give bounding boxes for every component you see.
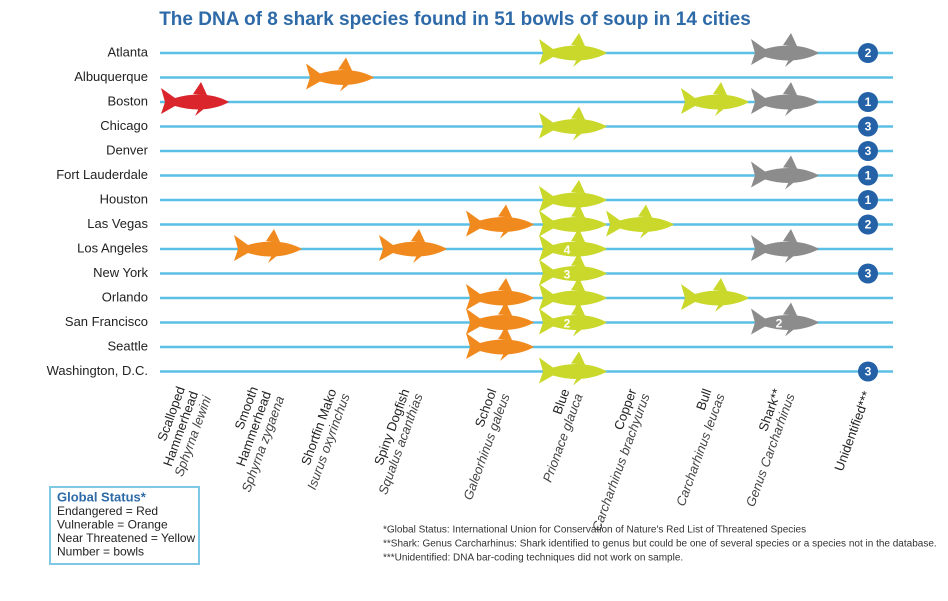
bowl-count-label: 2 (564, 317, 571, 331)
shark-icon (539, 204, 607, 239)
legend-line: Near Threatened = Yellow (57, 531, 196, 545)
city-label: Fort Lauderdale (56, 167, 148, 182)
city-label: San Francisco (65, 314, 148, 329)
city-label: Las Vegas (87, 216, 148, 231)
bowl-count-label: 2 (865, 218, 872, 232)
bowl-count (858, 214, 878, 235)
city-label: Chicago (100, 118, 148, 133)
footnote: **Shark: Genus Carcharhinus: Shark ident… (383, 539, 937, 550)
shark-icon (466, 204, 534, 239)
shark-icon (539, 106, 607, 141)
shark-icon (751, 155, 819, 190)
legend-line: Number = bowls (57, 545, 144, 559)
column-label-line: Bull (693, 387, 715, 413)
bowl-count (858, 263, 878, 284)
shark-icon (306, 57, 374, 92)
title: The DNA of 8 shark species found in 51 b… (159, 9, 751, 30)
footnote: ***Unidentified: DNA bar-coding techniqu… (383, 553, 683, 564)
bowl-count-label: 3 (865, 365, 872, 379)
shark-icon (681, 82, 749, 116)
shark-icon (539, 180, 607, 214)
column-label-line: Unidentified*** (831, 389, 874, 473)
shark-icon (751, 302, 819, 337)
shark-icon (751, 229, 819, 263)
shark-icon (606, 204, 674, 239)
shark-icon (466, 327, 534, 361)
legend-box (49, 486, 200, 565)
city-label: Seattle (108, 338, 148, 353)
shark-icon (681, 278, 749, 312)
shark-icon (751, 33, 819, 67)
bowl-count (858, 165, 878, 186)
city-label: Orlando (102, 289, 148, 304)
bowl-count (858, 190, 878, 210)
shark-icon (539, 351, 607, 386)
shark-icon (379, 229, 447, 263)
bowl-count-label: 3 (865, 144, 872, 158)
bowl-count-label: 1 (865, 169, 872, 183)
column-label: Shark**Genus Carcharhinus (743, 387, 798, 509)
bowl-count-label: 2 (776, 317, 783, 331)
shark-icon (234, 229, 302, 263)
city-label: Denver (106, 142, 149, 157)
bowl-count-label: 1 (865, 193, 872, 207)
city-label: Albuquerque (74, 69, 148, 84)
shark-icon (539, 253, 607, 288)
city-label: Houston (100, 191, 148, 206)
bowl-count (858, 92, 878, 112)
shark-icon (751, 82, 819, 116)
bowl-count-label: 4 (564, 243, 571, 257)
bowl-count (858, 361, 878, 382)
shark-icon (161, 82, 229, 116)
city-label: Boston (108, 93, 148, 108)
bowl-count-label: 1 (865, 95, 872, 109)
legend-line: Endangered = Red (57, 504, 158, 518)
shark-icon (539, 302, 607, 337)
bowl-count (858, 116, 878, 137)
legend-title: Global Status* (57, 489, 147, 504)
city-label: Atlanta (108, 44, 149, 59)
bowl-count-label: 3 (564, 268, 571, 282)
footnote: *Global Status: International Union for … (383, 525, 806, 536)
shark-icon (539, 278, 607, 312)
shark-icon (539, 33, 607, 67)
city-label: Los Angeles (77, 240, 148, 255)
bowl-count (858, 141, 878, 161)
bowl-count-label: 3 (865, 120, 872, 134)
legend-line: Vulnerable = Orange (57, 518, 168, 532)
shark-icon (466, 278, 534, 312)
column-label: Unidentified*** (831, 389, 874, 473)
city-label: Washington, D.C. (47, 363, 148, 378)
shark-icon (539, 229, 607, 263)
city-label: New York (93, 265, 148, 280)
bowl-count (858, 43, 878, 63)
bowl-count-label: 2 (865, 46, 872, 60)
bowl-count-label: 3 (865, 267, 872, 281)
shark-icon (466, 302, 534, 337)
